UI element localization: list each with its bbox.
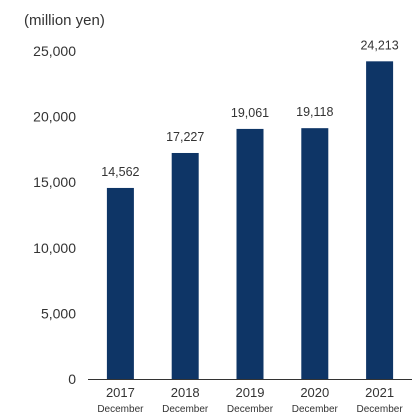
x-axis-ticks: 2017 December 2018 December 2019 December 2020… — [97, 385, 403, 415]
x-tick-label: 2018 — [171, 385, 200, 400]
y-tick-label: 20,000 — [33, 109, 76, 125]
y-tick-label: 15,000 — [33, 174, 76, 190]
bar-2017 — [106, 187, 134, 379]
data-label: 19,118 — [296, 105, 333, 119]
bars — [106, 61, 394, 379]
bar-2019 — [236, 128, 264, 379]
data-label: 24,213 — [360, 38, 398, 52]
y-axis-ticks: 0 5,000 10,000 15,000 20,000 25,000 — [33, 43, 76, 387]
x-tick-sublabel: December — [162, 404, 209, 415]
bar-2020 — [301, 128, 329, 379]
bar-2021 — [366, 61, 394, 379]
y-tick-label: 5,000 — [41, 305, 76, 321]
y-tick-label: 10,000 — [33, 240, 76, 256]
y-tick-label: 25,000 — [33, 43, 76, 59]
x-tick-sublabel: December — [292, 404, 339, 415]
y-tick-label: 0 — [68, 371, 76, 387]
data-label: 19,061 — [231, 106, 269, 120]
y-axis-unit-label: (million yen) — [24, 12, 105, 29]
data-label: 14,562 — [101, 165, 139, 179]
x-tick-label: 2021 — [365, 385, 394, 400]
data-label: 17,227 — [166, 130, 204, 144]
x-tick-label: 2017 — [106, 385, 135, 400]
bar-2018 — [171, 152, 199, 379]
x-tick-sublabel: December — [97, 404, 144, 415]
data-labels: 14,562 17,227 19,061 19,118 24,213 — [101, 38, 398, 179]
x-tick-label: 2019 — [236, 385, 265, 400]
x-tick-sublabel: December — [357, 404, 404, 415]
x-tick-label: 2020 — [300, 385, 329, 400]
x-tick-sublabel: December — [227, 404, 274, 415]
